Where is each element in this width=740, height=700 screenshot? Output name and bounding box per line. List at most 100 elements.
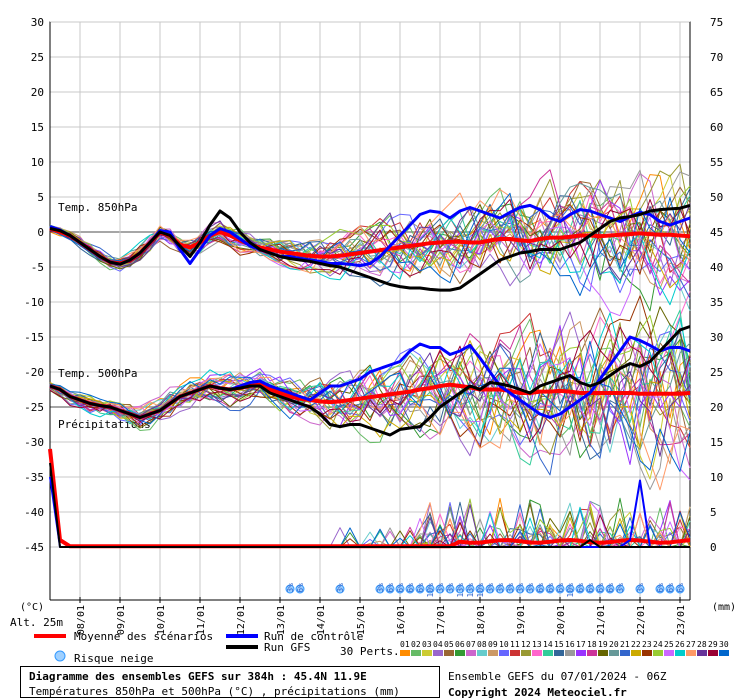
- pert-number: 10: [499, 640, 509, 649]
- snow-risk-label: 6%: [596, 583, 605, 593]
- snow-risk-label: 6%: [666, 583, 675, 593]
- pert-swatch: [565, 650, 575, 656]
- snow-risk-label: 3%: [486, 583, 495, 593]
- pert-swatch: [686, 650, 696, 656]
- pert-number: 08: [477, 640, 487, 649]
- pert-number: 11: [510, 640, 520, 649]
- snow-risk-label: 10%: [426, 583, 435, 598]
- pert-number: 07: [466, 640, 476, 649]
- right-tick-label: 10: [710, 471, 723, 484]
- legend-label-snow: Risque neige: [74, 652, 153, 665]
- pert-swatch: [411, 650, 421, 656]
- snow-flake-icon: [395, 584, 405, 594]
- pert-number: 17: [576, 640, 586, 649]
- snow-risk-label: 6%: [576, 583, 585, 593]
- left-tick-label: 10: [31, 156, 44, 169]
- day-label: 10/01: [156, 605, 167, 635]
- plot-area: [49, 21, 691, 548]
- pert-number: 09: [488, 640, 498, 649]
- snow-risk-label: 6%: [296, 583, 305, 593]
- pert-swatch: [477, 650, 487, 656]
- pert-number: 15: [554, 640, 564, 649]
- pert-swatch: [697, 650, 707, 656]
- left-tick-label: 20: [31, 86, 44, 99]
- snow-risk-label: 3%: [496, 583, 505, 593]
- snow-risk-label: 6%: [606, 583, 615, 593]
- day-label: 23/01: [676, 605, 687, 635]
- pert-swatch: [675, 650, 685, 656]
- left-tick-label: 0: [37, 226, 44, 239]
- snow-flake-icon: [375, 584, 385, 594]
- pert-swatch: [642, 650, 652, 656]
- snow-flake-icon: [455, 584, 465, 594]
- snow-flake-icon: [475, 584, 485, 594]
- snow-flake-icon: [545, 584, 555, 594]
- day-label: 22/01: [636, 605, 647, 635]
- altitude-label: Alt. 25m: [10, 616, 63, 629]
- pert-swatch: [433, 650, 443, 656]
- snow-flake-icon: [445, 584, 455, 594]
- left-tick-label: -15: [24, 331, 44, 344]
- snow-flake-icon: [285, 584, 295, 594]
- day-label: 14/01: [316, 605, 327, 635]
- pert-line-t500: [49, 343, 691, 457]
- pert-swatch: [631, 650, 641, 656]
- snow-risk-label: 3%: [506, 583, 515, 593]
- pert-number: 24: [653, 640, 663, 649]
- pert-number: 19: [598, 640, 608, 649]
- pert-swatch: [521, 650, 531, 656]
- pert-number: 21: [620, 640, 630, 649]
- right-tick-label: 55: [710, 156, 723, 169]
- copyright: Copyright 2024 Meteociel.fr: [448, 686, 627, 699]
- legend-label-gfs: Run GFS: [264, 641, 310, 654]
- series-line-t850: [49, 203, 691, 292]
- right-tick-label: 15: [710, 436, 723, 449]
- right-tick-label: 75: [710, 16, 723, 29]
- snow-risk-label: 6%: [416, 583, 425, 593]
- left-tick-label: -35: [24, 471, 44, 484]
- pert-number: 16: [565, 640, 575, 649]
- pert-swatch: [444, 650, 454, 656]
- pert-swatch: [708, 650, 718, 656]
- snow-risk-label: 6%: [406, 583, 415, 593]
- right-tick-label: 5: [710, 506, 717, 519]
- pert-number: 01: [400, 640, 410, 649]
- left-tick-label: -30: [24, 436, 44, 449]
- right-tick-label: 60: [710, 121, 723, 134]
- pert-number: 05: [444, 640, 454, 649]
- snow-risk-label: 6%: [676, 583, 685, 593]
- pert-number: 25: [664, 640, 674, 649]
- left-unit: (°C): [20, 602, 44, 613]
- info-box: Diagramme des ensembles GEFS sur 384h : …: [20, 666, 440, 698]
- pert-swatch: [455, 650, 465, 656]
- snow-risk-label: 6%: [586, 583, 595, 593]
- snow-risk-label: 6%: [396, 583, 405, 593]
- pert-swatch: [466, 650, 476, 656]
- pert-number: 26: [675, 640, 685, 649]
- day-label: 15/01: [356, 605, 367, 635]
- day-label: 17/01: [436, 605, 447, 635]
- snow-flake-icon: [585, 584, 595, 594]
- left-tick-label: 25: [31, 51, 44, 64]
- pert-number: 18: [587, 640, 597, 649]
- day-label: 20/01: [556, 605, 567, 635]
- snow-risk-label: 13%: [466, 583, 475, 598]
- pert-number: 06: [455, 640, 465, 649]
- pert-number: 12: [521, 640, 531, 649]
- right-unit: (mm): [712, 602, 736, 613]
- day-label: 08/01: [76, 605, 87, 635]
- day-label: 12/01: [236, 605, 247, 635]
- pert-number: 02: [411, 640, 421, 649]
- pert-number: 22: [631, 640, 641, 649]
- pert-swatch: [576, 650, 586, 656]
- pert-swatch: [488, 650, 498, 656]
- right-tick-label: 45: [710, 226, 723, 239]
- snow-risk-label: 6%: [656, 583, 665, 593]
- snow-legend-icon: [54, 650, 66, 662]
- snow-flake-icon: [565, 584, 575, 594]
- right-tick-label: 25: [710, 366, 723, 379]
- pert-number: 13: [532, 640, 542, 649]
- snow-flake-icon: [575, 584, 585, 594]
- left-tick-label: -25: [24, 401, 44, 414]
